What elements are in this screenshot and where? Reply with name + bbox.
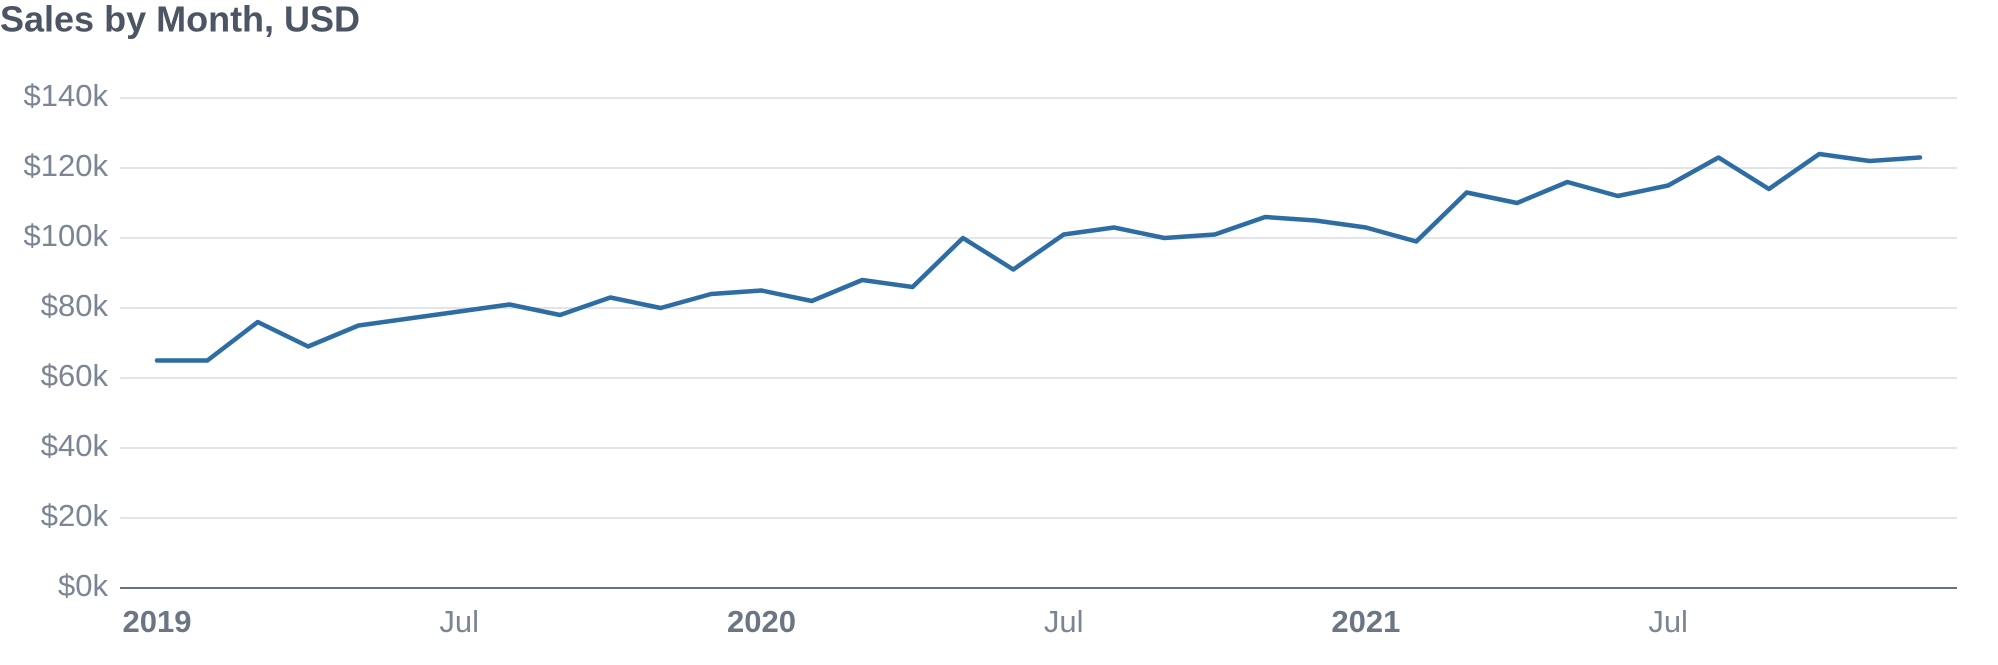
x-tick-label: 2021 bbox=[1331, 604, 1400, 639]
chart-title: Sales by Month, USD bbox=[0, 0, 360, 40]
y-tick-label: $60k bbox=[41, 358, 109, 393]
x-tick-label: Jul bbox=[1044, 604, 1084, 639]
y-tick-label: $80k bbox=[41, 288, 109, 323]
x-tick-label: 2020 bbox=[727, 604, 796, 639]
y-tick-label: $20k bbox=[41, 498, 109, 533]
y-tick-label: $40k bbox=[41, 428, 109, 463]
x-tick-label: 2019 bbox=[123, 604, 192, 639]
y-tick-label: $100k bbox=[24, 218, 109, 253]
series-line bbox=[154, 151, 1923, 363]
y-tick-label: $140k bbox=[24, 78, 109, 113]
x-tick-label: Jul bbox=[439, 604, 479, 639]
y-tick-label: $0k bbox=[58, 568, 108, 603]
y-tick-label: $120k bbox=[24, 148, 109, 183]
x-tick-label: Jul bbox=[1648, 604, 1688, 639]
